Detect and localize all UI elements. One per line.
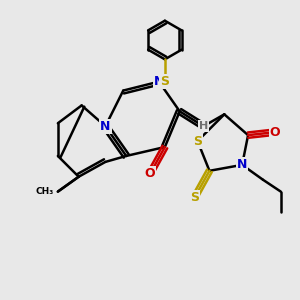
Text: N: N <box>237 158 247 171</box>
Text: CH₃: CH₃ <box>35 187 53 196</box>
Text: O: O <box>269 126 280 139</box>
Text: N: N <box>100 120 111 133</box>
Text: S: S <box>193 135 202 148</box>
Text: S: S <box>160 75 169 88</box>
Text: H: H <box>199 121 208 131</box>
Text: S: S <box>190 191 199 204</box>
Text: O: O <box>145 167 155 180</box>
Text: N: N <box>154 75 164 88</box>
